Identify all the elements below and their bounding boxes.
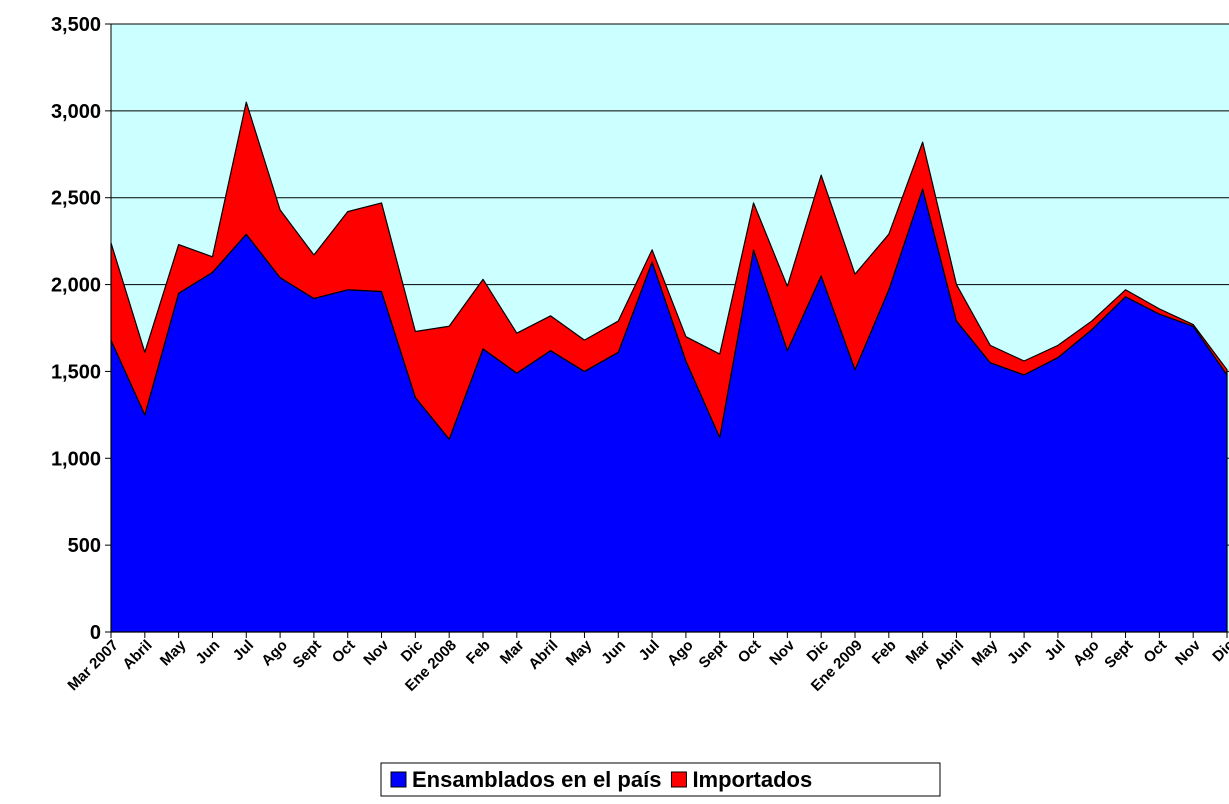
- x-tick-label: Nov: [766, 636, 799, 669]
- x-tick-label: May: [563, 636, 596, 669]
- x-tick-label: Ago: [664, 637, 697, 670]
- x-tick-label: Jul: [1041, 637, 1068, 664]
- area: [110, 101, 1228, 440]
- x-tick-label: Dic: [803, 637, 832, 666]
- x-tick-label: Mar: [903, 637, 934, 668]
- x-tick-label: Jun: [1004, 637, 1035, 668]
- legend-box: [380, 762, 941, 797]
- x-tick-label: Feb: [463, 637, 494, 668]
- x-tick-label: Sept: [696, 637, 731, 672]
- x-tick-label: Nov: [1172, 636, 1205, 669]
- legend: Ensamblados en el país Importados: [380, 762, 941, 797]
- x-tick-label: Mar 2007: [64, 637, 121, 694]
- y-tick-label: 3,500: [51, 14, 101, 36]
- x-tick-label: Ago: [1070, 637, 1103, 670]
- y-tick-label: 0: [90, 622, 101, 644]
- legend-label: Ensamblados en el país: [412, 767, 661, 792]
- legend-label: Importados: [692, 767, 812, 792]
- x-tick-label: Sept: [290, 637, 325, 672]
- x-tick-label: May: [157, 636, 190, 669]
- x-tick-label: Abril: [525, 637, 561, 673]
- x-tick-label: Mar: [497, 637, 528, 668]
- x-tick-label: Feb: [869, 637, 900, 668]
- x-tick-label: Jun: [598, 637, 629, 668]
- legend-swatch: [390, 771, 407, 788]
- y-tick-label: 1,000: [51, 448, 101, 470]
- x-tick-label: Jun: [192, 637, 223, 668]
- x-tick-label: Oct: [735, 637, 765, 667]
- x-tick-label: May: [968, 636, 1001, 669]
- x-tick-label: Oct: [329, 637, 359, 667]
- x-tick-label: Jul: [636, 637, 663, 664]
- x-tick-label: Abril: [931, 637, 967, 673]
- x-tick-label: Oct: [1140, 637, 1170, 667]
- y-tick-label: 500: [68, 535, 101, 557]
- x-tick-label: Ago: [258, 637, 291, 670]
- legend-swatch: [670, 771, 687, 788]
- x-tick-label: Dic: [1209, 637, 1229, 666]
- y-tick-label: 2,500: [51, 188, 101, 210]
- x-tick-label: Sept: [1101, 637, 1136, 672]
- y-tick-label: 3,000: [51, 101, 101, 123]
- x-tick-label: Jul: [230, 637, 257, 664]
- y-tick-label: 2,000: [51, 275, 101, 297]
- y-tick-label: 1,500: [51, 361, 101, 383]
- x-tick-label: Nov: [360, 636, 393, 669]
- x-tick-label: Dic: [398, 637, 427, 666]
- x-tick-label: Abril: [119, 637, 155, 673]
